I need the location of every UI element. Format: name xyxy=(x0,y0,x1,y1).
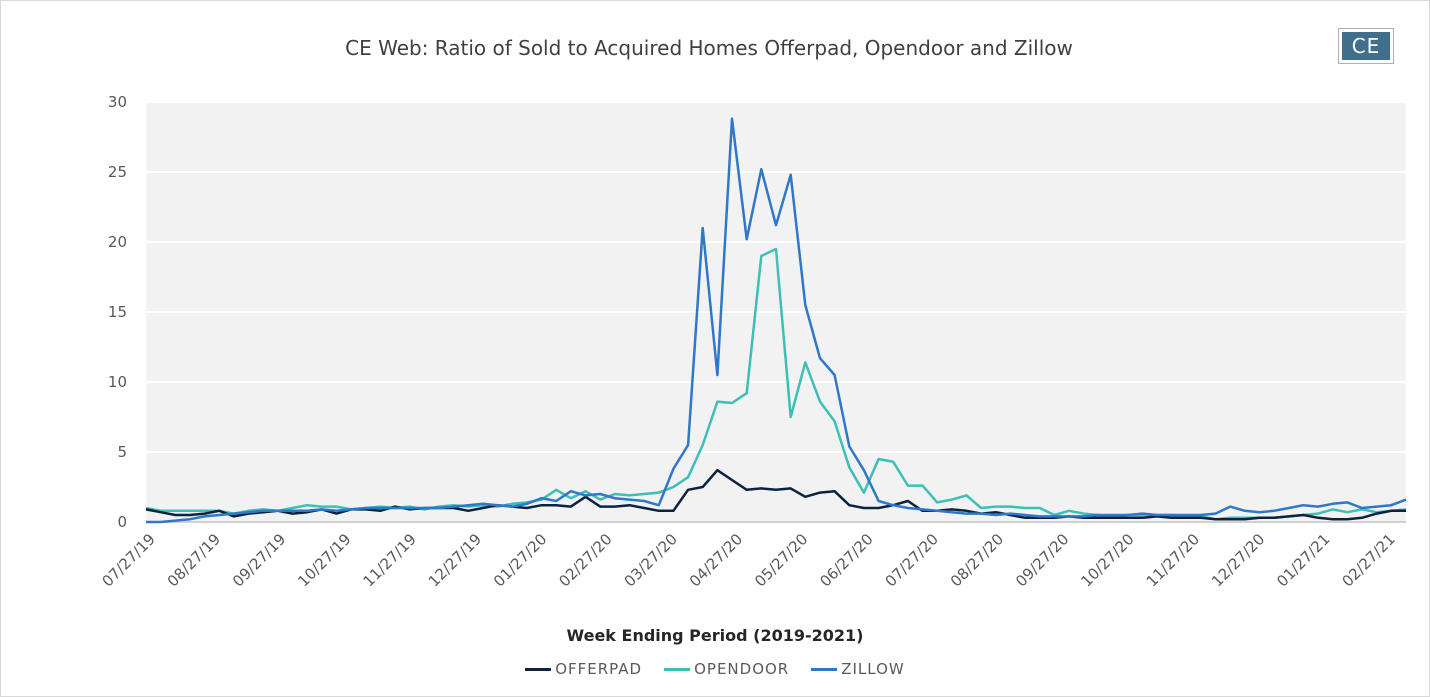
x-tick-label: 09/27/20 xyxy=(1012,530,1072,590)
x-tick-label: 06/27/20 xyxy=(816,530,876,590)
x-axis-label: Week Ending Period (2019-2021) xyxy=(566,626,864,645)
x-tick-label: 01/27/20 xyxy=(490,530,550,590)
x-tick-label: 07/27/19 xyxy=(98,530,158,590)
x-tick-label: 11/27/20 xyxy=(1143,530,1203,590)
x-tick-label: 10/27/20 xyxy=(1077,530,1137,590)
x-tick-label: 05/27/20 xyxy=(751,530,811,590)
x-tick-label: 09/27/19 xyxy=(229,530,289,590)
legend-label-opendoor: OPENDOOR xyxy=(694,660,790,678)
x-tick-label: 12/27/19 xyxy=(425,530,485,590)
x-tick-label: 11/27/19 xyxy=(360,530,420,590)
legend-swatch-offerpad xyxy=(525,667,552,671)
series-line-zillow xyxy=(146,117,1407,524)
x-tick-label: 02/27/20 xyxy=(555,530,615,590)
x-tick-label: 10/27/19 xyxy=(294,530,354,590)
legend-label-offerpad: OFFERPAD xyxy=(555,660,643,678)
x-tick-label: 08/27/20 xyxy=(947,530,1007,590)
x-axis-ticks: 07/27/19 08/27/19 09/27/19 10/27/19 11/27/19… xyxy=(98,530,1398,590)
y-tick-label: 20 xyxy=(108,233,127,251)
y-tick-label: 5 xyxy=(117,443,127,461)
y-axis-ticks: 0 5 10 15 20 25 30 xyxy=(108,93,127,531)
x-tick-label: 12/27/20 xyxy=(1208,530,1268,590)
y-tick-label: 10 xyxy=(108,373,127,391)
ce-logo: CE xyxy=(1338,28,1394,64)
chart-title: CE Web: Ratio of Sold to Acquired Homes … xyxy=(345,36,1073,60)
legend-label-zillow: ZILLOW xyxy=(841,660,905,678)
x-tick-label: 04/27/20 xyxy=(686,530,746,590)
x-tick-label: 07/27/20 xyxy=(882,530,942,590)
x-tick-label: 02/27/21 xyxy=(1338,530,1398,590)
y-tick-label: 30 xyxy=(108,93,127,111)
x-tick-label: 08/27/19 xyxy=(164,530,224,590)
gridlines xyxy=(146,101,1406,523)
x-tick-label: 01/27/21 xyxy=(1273,530,1333,590)
y-tick-label: 15 xyxy=(108,303,127,321)
y-tick-label: 0 xyxy=(117,513,127,531)
legend-item-zillow: ZILLOW xyxy=(811,660,905,678)
legend-item-offerpad: OFFERPAD xyxy=(525,660,642,678)
series-lines xyxy=(145,117,1407,524)
ce-logo-text: CE xyxy=(1342,32,1390,60)
legend-swatch-zillow xyxy=(811,667,838,671)
y-tick-label: 25 xyxy=(108,163,127,181)
legend: OFFERPAD OPENDOOR ZILLOW xyxy=(0,660,1430,678)
legend-item-opendoor: OPENDOOR xyxy=(664,660,789,678)
legend-swatch-opendoor xyxy=(664,667,691,671)
x-tick-label: 03/27/20 xyxy=(621,530,681,590)
